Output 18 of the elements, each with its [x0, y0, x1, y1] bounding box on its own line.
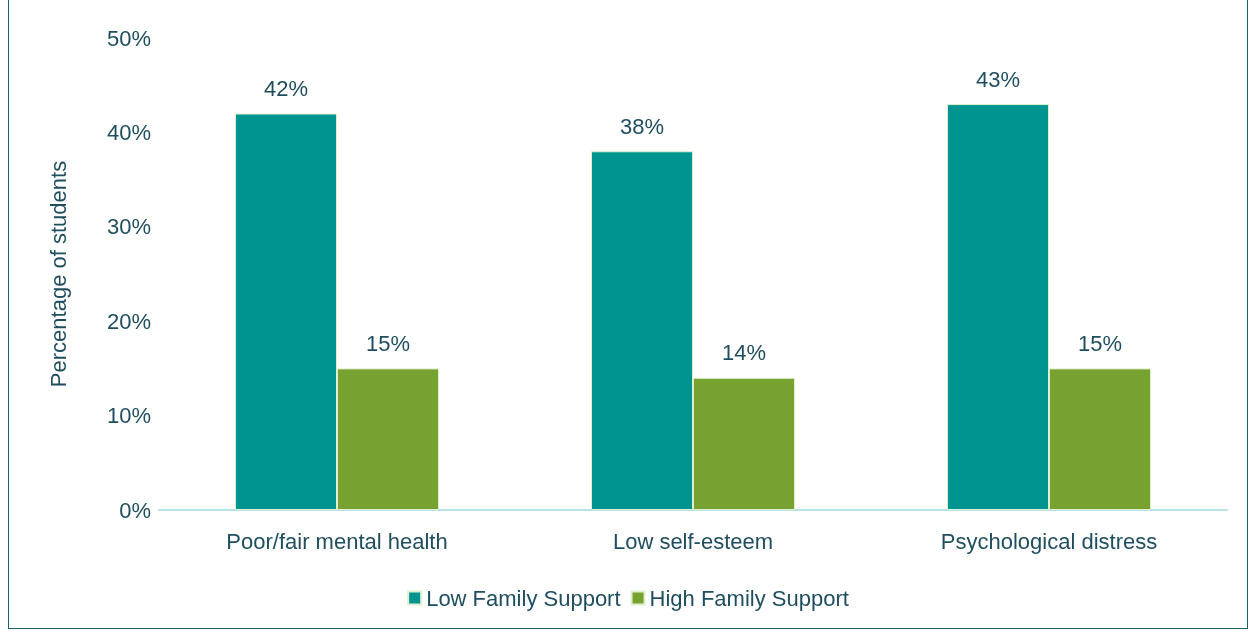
legend-label: High Family Support: [649, 585, 849, 611]
data-label: 42%: [263, 76, 309, 102]
y-tick-label: 20%: [106, 308, 151, 334]
data-label: 14%: [721, 340, 767, 366]
y-tick-label: 40%: [106, 119, 151, 145]
y-tick-label: 30%: [106, 214, 151, 240]
legend-label: Low Family Support: [426, 585, 621, 611]
data-label: 38%: [619, 113, 665, 139]
y-tick-label: 0%: [119, 497, 151, 523]
x-tick-label: Poor/fair mental health: [226, 528, 448, 554]
data-label: 43%: [975, 66, 1021, 92]
data-label: 15%: [1077, 330, 1123, 356]
data-label: 15%: [365, 330, 411, 356]
y-tick-label: 50%: [106, 25, 151, 51]
y-axis-title: Percentage of students: [45, 160, 71, 388]
x-tick-label: Low self-esteem: [612, 528, 774, 554]
x-tick-label: Psychological distress: [940, 528, 1158, 554]
y-tick-label: 10%: [106, 403, 151, 429]
